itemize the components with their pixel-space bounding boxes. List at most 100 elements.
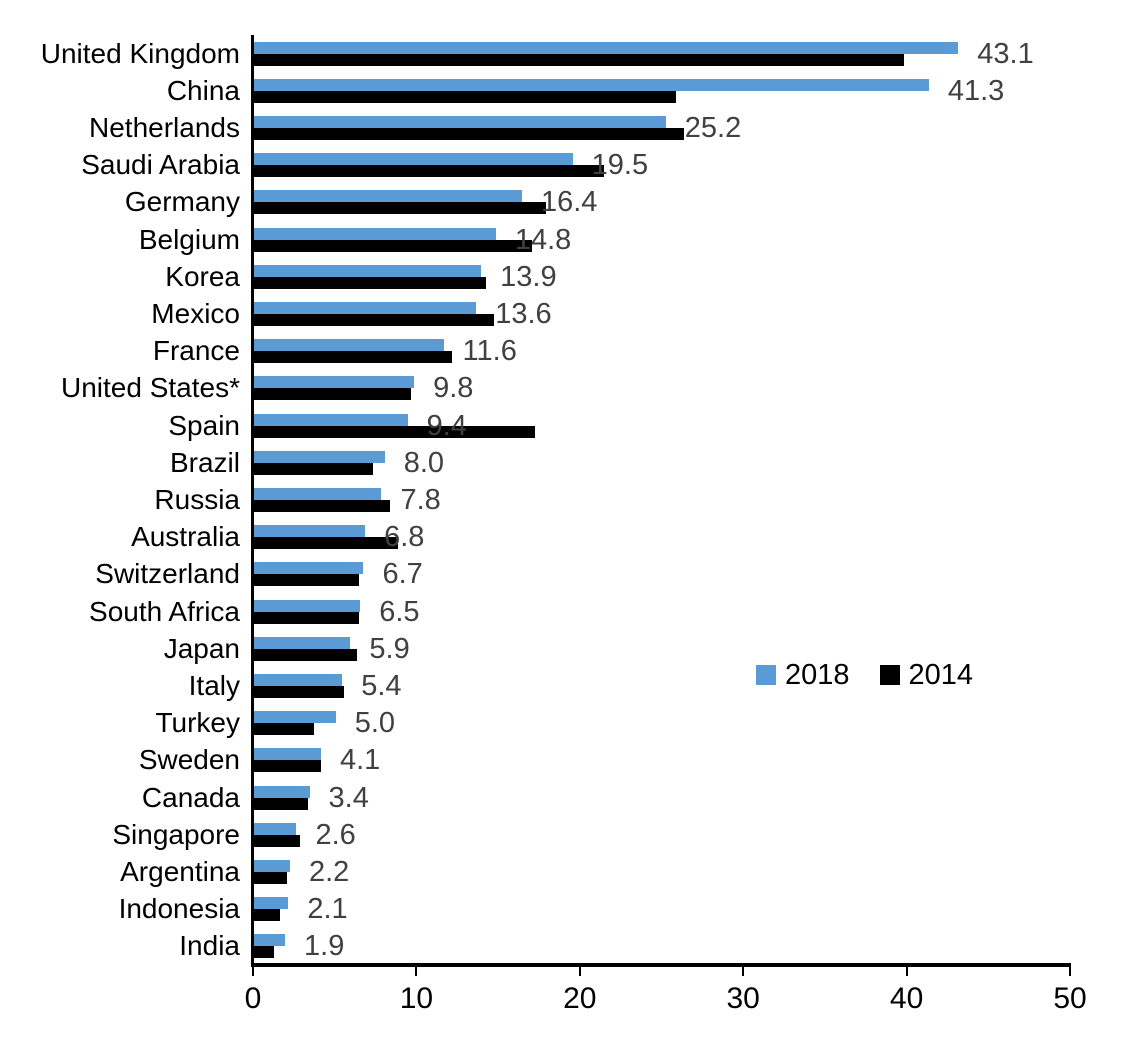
bar-2018 — [254, 562, 364, 575]
category-label: China — [166, 74, 240, 106]
value-label: 7.8 — [400, 484, 441, 516]
value-label: 9.8 — [433, 372, 474, 405]
x-tick-label: 10 — [399, 982, 434, 1015]
category-label: Spain — [168, 409, 240, 441]
bar-2018 — [254, 785, 310, 798]
bar-2014 — [254, 314, 495, 326]
x-tick-label: 0 — [244, 982, 262, 1015]
bar-2018 — [254, 748, 321, 761]
bar-2014 — [254, 611, 359, 624]
value-label: 13.6 — [495, 298, 552, 330]
category-label: Australia — [131, 521, 240, 553]
x-tick-label: 40 — [889, 982, 924, 1015]
value-label: 4.1 — [339, 744, 381, 777]
legend-swatch-icon — [756, 665, 776, 685]
category-label: Belgium — [138, 223, 240, 255]
value-label: 9.4 — [426, 409, 467, 442]
bar-2018 — [254, 860, 290, 872]
category-label: Russia — [154, 484, 240, 515]
bar-2018 — [254, 339, 444, 352]
value-label: 43.1 — [977, 37, 1034, 70]
bar-2014 — [254, 872, 287, 884]
category-label: South Africa — [89, 595, 240, 627]
category-label: Indonesia — [118, 893, 240, 925]
bar-2014 — [254, 946, 274, 959]
bar-2014 — [254, 425, 536, 438]
bar-2018 — [254, 41, 959, 54]
value-label: 8.0 — [403, 446, 445, 479]
bar-2014 — [254, 165, 604, 178]
bar-2018 — [254, 376, 415, 389]
bar-2014 — [254, 537, 398, 550]
bar-2014 — [254, 760, 321, 773]
bar-2018 — [254, 674, 343, 686]
value-label: 1.9 — [304, 930, 345, 963]
x-tick-mark — [415, 967, 418, 976]
bar-2018 — [254, 78, 929, 91]
bar-2014 — [254, 202, 547, 215]
category-label: Brazil — [169, 446, 240, 478]
bar-2018 — [254, 153, 573, 166]
x-tick-mark — [905, 967, 908, 976]
category-label: United States* — [61, 372, 240, 404]
x-tick-label: 20 — [563, 982, 597, 1015]
legend-label: 2014 — [908, 659, 974, 691]
x-tick-mark — [578, 967, 581, 976]
value-label: 25.2 — [684, 112, 742, 144]
value-label: 11.6 — [462, 335, 517, 368]
legend-label: 2018 — [785, 659, 850, 691]
category-label: Turkey — [155, 707, 240, 739]
legend-swatch-icon — [879, 665, 900, 685]
category-label: Mexico — [151, 298, 240, 329]
bar-2014 — [254, 797, 308, 810]
value-label: 13.9 — [500, 260, 557, 293]
bar-2014 — [254, 686, 344, 698]
bar-2014 — [254, 53, 905, 66]
category-label: Italy — [188, 670, 240, 701]
bar-2014 — [254, 276, 487, 289]
bar-2014 — [254, 388, 411, 401]
x-axis-line — [251, 963, 1071, 967]
category-label: Sweden — [138, 744, 240, 776]
value-label: 5.4 — [361, 670, 402, 702]
category-label: France — [152, 335, 240, 367]
category-label: Japan — [163, 632, 240, 664]
bar-2014 — [254, 500, 390, 512]
value-label: 6.8 — [384, 521, 425, 554]
category-label: India — [179, 930, 240, 962]
bar-2014 — [254, 128, 684, 140]
x-tick-mark — [252, 967, 254, 976]
bar-2018 — [254, 302, 477, 314]
value-label: 6.7 — [382, 558, 423, 591]
bar-2018 — [254, 413, 408, 426]
bar-2018 — [254, 227, 496, 240]
bar-2018 — [254, 711, 336, 724]
x-tick-label: 50 — [1053, 982, 1087, 1015]
category-label: United Kingdom — [40, 37, 240, 69]
category-label: Germany — [124, 186, 240, 218]
bar-2014 — [254, 239, 532, 252]
x-tick-label: 30 — [726, 982, 760, 1015]
bar-2014 — [254, 834, 300, 847]
bar-2014 — [254, 648, 357, 661]
x-tick-mark — [1069, 967, 1071, 976]
bar-2018 — [254, 488, 382, 500]
category-label: Canada — [141, 781, 240, 813]
bar-2018 — [254, 116, 666, 128]
bar-2018 — [254, 897, 289, 910]
bar-2018 — [254, 525, 366, 538]
x-tick-mark — [742, 967, 745, 976]
bar-2014 — [254, 462, 374, 475]
bar-2014 — [254, 574, 359, 587]
value-label: 2.1 — [307, 893, 348, 926]
category-label: Argentina — [120, 856, 240, 887]
bar-2018 — [254, 934, 286, 947]
value-label: 16.4 — [540, 186, 598, 219]
value-label: 5.9 — [369, 632, 410, 665]
value-label: 19.5 — [591, 149, 649, 182]
value-label: 3.4 — [328, 781, 369, 814]
category-label: Switzerland — [95, 558, 240, 590]
value-label: 14.8 — [514, 223, 572, 256]
bar-2018 — [254, 190, 522, 203]
